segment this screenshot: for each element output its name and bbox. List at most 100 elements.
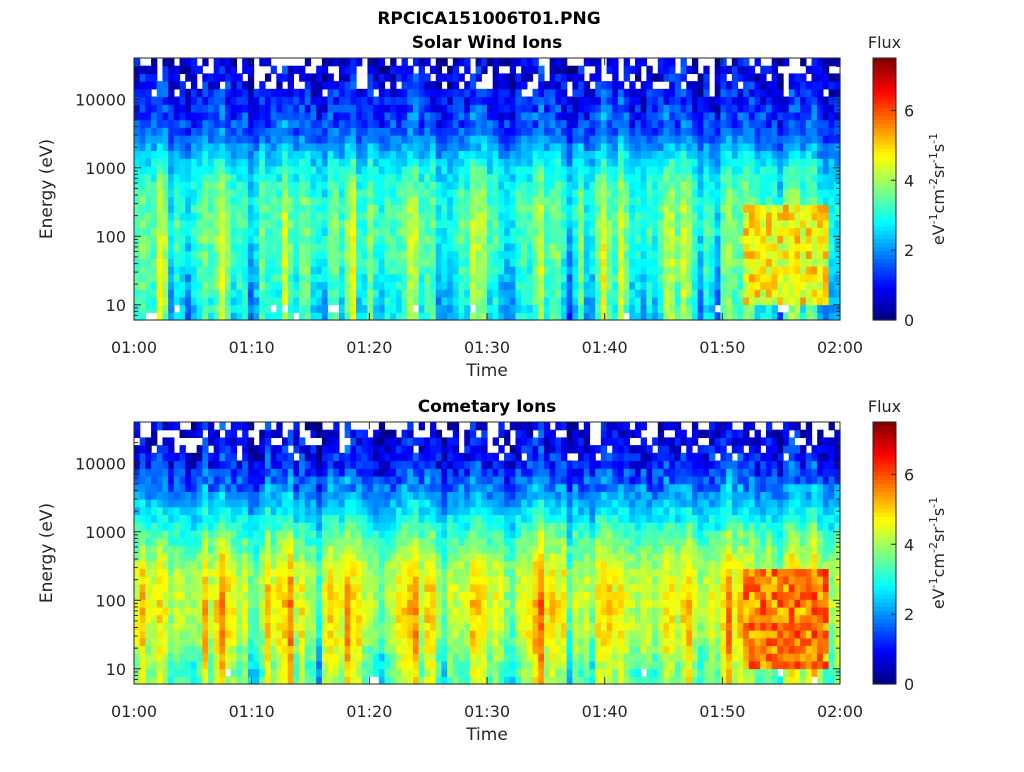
sw-flux-cell [584,228,590,236]
sw-flux-cell [629,274,635,282]
sw-flux-cell [692,251,698,259]
sw-flux-cell [555,104,561,112]
sw-flux-cell [812,181,818,189]
sw-flux-cell [584,243,590,251]
sw-flux-cell [248,112,254,120]
sw-flux-cell [219,281,225,289]
sw-flux-cell [162,150,168,158]
sw-flux-cell [459,251,465,259]
ci-flux-cell [236,576,242,584]
sw-flux-cell [817,174,823,182]
sw-flux-cell [367,289,373,297]
sw-flux-cell [271,220,277,228]
sw-flux-cell [459,289,465,297]
sw-flux-cell [168,312,174,320]
sw-flux-cell [219,243,225,251]
sw-colorbar-segment [873,238,896,243]
sw-flux-cell [470,150,476,158]
sw-flux-cell [453,66,459,74]
ci-flux-cell [225,638,231,646]
sw-flux-cell [271,243,277,251]
sw-flux-cell [584,112,590,120]
sw-flux-cell [777,189,783,197]
sw-flux-cell [202,120,208,128]
sw-flux-cell [447,81,453,89]
sw-flux-cell [612,189,618,197]
sw-flux-cell [567,281,573,289]
sw-flux-cell [140,143,146,151]
sw-flux-cell [140,312,146,320]
sw-flux-cell [732,158,738,166]
sw-flux-cell [333,127,339,135]
sw-flux-cell [504,143,510,151]
sw-flux-cell [755,135,761,143]
sw-flux-cell [726,112,732,120]
sw-flux-cell [424,251,430,259]
sw-flux-cell [464,89,470,97]
sw-flux-cell [140,243,146,251]
sw-flux-cell [612,58,618,66]
sw-flux-cell [424,181,430,189]
sw-flux-cell [692,212,698,220]
sw-colorbar-segment [873,160,896,165]
sw-flux-cell [464,305,470,313]
sw-flux-cell [419,220,425,228]
sw-flux-cell [322,212,328,220]
sw-flux-cell [589,143,595,151]
sw-flux-cell [555,274,561,282]
sw-flux-cell [293,150,299,158]
sw-flux-cell [652,150,658,158]
sw-flux-cell [589,104,595,112]
sw-flux-cell [345,204,351,212]
sw-flux-cell [402,135,408,143]
sw-flux-cell [641,274,647,282]
sw-flux-cell [288,158,294,166]
sw-flux-cell [794,81,800,89]
sw-flux-cell [578,120,584,128]
sw-flux-cell [612,181,618,189]
sw-flux-cell [305,289,311,297]
ci-flux-cell [185,545,191,553]
ci-flux-cell [236,561,242,569]
sw-flux-cell [185,66,191,74]
sw-x-tick-label: 01:50 [699,338,745,357]
sw-flux-cell [379,251,385,259]
ci-flux-cell [157,568,163,576]
sw-flux-cell [430,166,436,174]
sw-flux-cell [214,174,220,182]
sw-flux-cell [402,204,408,212]
sw-flux-cell [231,281,237,289]
sw-flux-cell [236,297,242,305]
sw-flux-cell [430,120,436,128]
sw-flux-cell [544,251,550,259]
sw-flux-cell [339,104,345,112]
sw-flux-cell [669,251,675,259]
sw-flux-cell [675,281,681,289]
sw-flux-cell [572,150,578,158]
sw-flux-cell [829,197,835,205]
sw-flux-cell [498,166,504,174]
ci-flux-cell [162,645,168,653]
sw-flux-cell [185,158,191,166]
sw-flux-cell [607,174,613,182]
sw-flux-cell [487,112,493,120]
sw-flux-cell [362,204,368,212]
sw-flux-cell [772,251,778,259]
sw-flux-cell [777,181,783,189]
sw-flux-cell [578,89,584,97]
ci-flux-cell [208,561,214,569]
sw-flux-cell [777,243,783,251]
sw-flux-cell [453,312,459,320]
sw-flux-cell [424,158,430,166]
sw-flux-cell [481,143,487,151]
sw-flux-cell [436,158,442,166]
sw-flux-cell [607,228,613,236]
sw-flux-cell [236,120,242,128]
sw-flux-cell [447,204,453,212]
sw-flux-cell [567,243,573,251]
sw-flux-cell [504,73,510,81]
sw-flux-cell [339,189,345,197]
